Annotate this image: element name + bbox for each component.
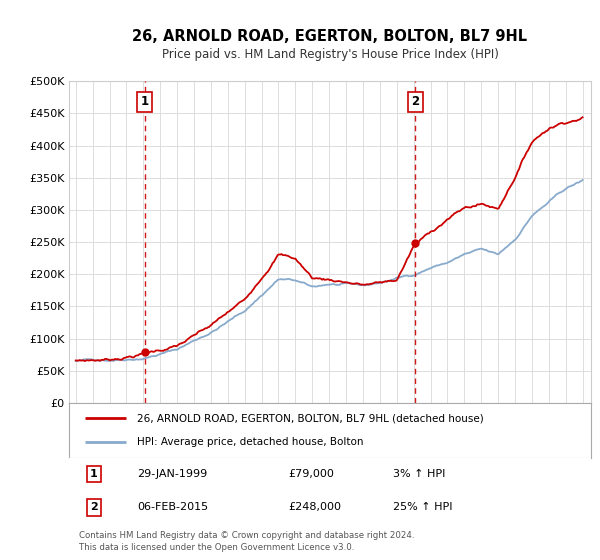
Text: 2: 2 (411, 95, 419, 108)
Text: 06-FEB-2015: 06-FEB-2015 (137, 502, 208, 512)
Text: 29-JAN-1999: 29-JAN-1999 (137, 469, 207, 479)
Text: 1: 1 (90, 469, 98, 479)
Text: £248,000: £248,000 (288, 502, 341, 512)
Text: HPI: Average price, detached house, Bolton: HPI: Average price, detached house, Bolt… (137, 437, 364, 447)
Text: £79,000: £79,000 (288, 469, 334, 479)
Text: Contains HM Land Registry data © Crown copyright and database right 2024.: Contains HM Land Registry data © Crown c… (79, 530, 415, 539)
Text: Price paid vs. HM Land Registry's House Price Index (HPI): Price paid vs. HM Land Registry's House … (161, 48, 499, 62)
Text: 26, ARNOLD ROAD, EGERTON, BOLTON, BL7 9HL (detached house): 26, ARNOLD ROAD, EGERTON, BOLTON, BL7 9H… (137, 413, 484, 423)
Text: 2: 2 (90, 502, 98, 512)
Text: 1: 1 (140, 95, 149, 108)
Text: 3% ↑ HPI: 3% ↑ HPI (392, 469, 445, 479)
Text: This data is licensed under the Open Government Licence v3.0.: This data is licensed under the Open Gov… (79, 543, 355, 552)
Text: 26, ARNOLD ROAD, EGERTON, BOLTON, BL7 9HL: 26, ARNOLD ROAD, EGERTON, BOLTON, BL7 9H… (133, 29, 527, 44)
Text: 25% ↑ HPI: 25% ↑ HPI (392, 502, 452, 512)
